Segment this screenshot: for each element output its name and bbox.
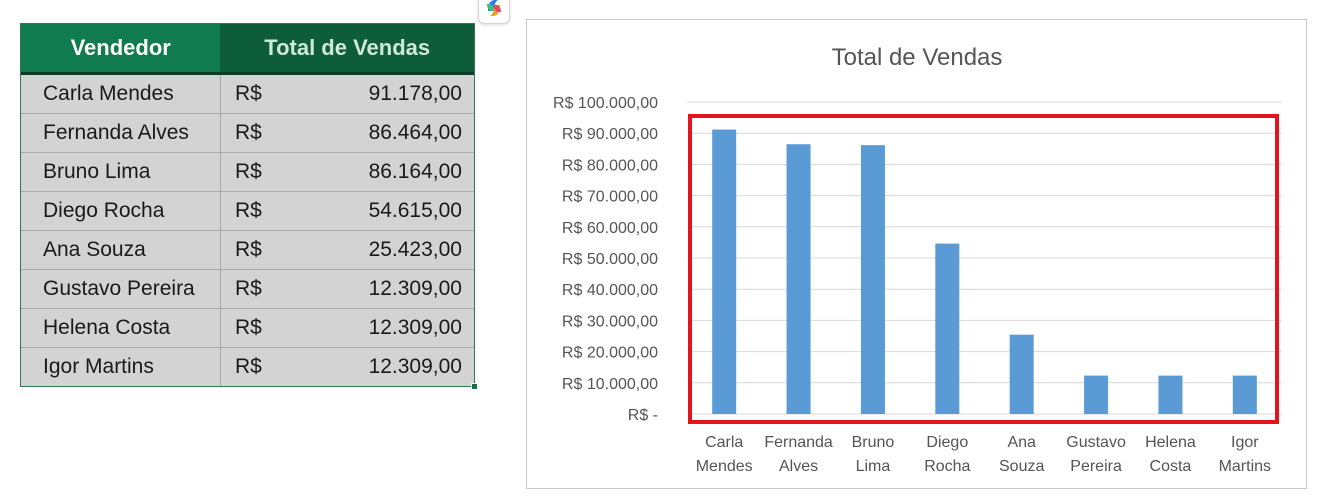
table-row: Gustavo Pereira R$ 12.309,00: [21, 269, 474, 309]
x-category-label: Souza: [999, 458, 1044, 475]
x-category-label: Carla: [705, 434, 743, 451]
sales-value: 54.615,00: [368, 199, 462, 222]
x-axis-category-labels: Carla Mendes Fernanda Alves Bruno Lima Diego Ro…: [696, 434, 1271, 475]
table-row: Bruno Lima R$ 86.164,00: [21, 152, 474, 192]
vendedor-cell[interactable]: Fernanda Alves: [21, 113, 221, 153]
y-tick-label: R$ 70.000,00: [562, 189, 658, 206]
y-tick-label: R$ 20.000,00: [562, 345, 658, 362]
y-tick-label: R$ -: [628, 407, 658, 424]
total-vendas-cell[interactable]: R$ 12.309,00: [220, 308, 474, 348]
x-category-label: Igor: [1231, 434, 1259, 451]
x-category-label: Bruno: [852, 434, 895, 451]
sales-value: 91.178,00: [368, 82, 462, 105]
total-vendas-cell[interactable]: R$ 12.309,00: [220, 347, 474, 386]
currency-symbol: R$: [234, 277, 262, 300]
x-category-label: Helena: [1145, 434, 1196, 451]
selection-fill-handle[interactable]: [471, 383, 478, 390]
y-tick-label: R$ 80.000,00: [562, 157, 658, 174]
currency-symbol: R$: [234, 238, 262, 261]
copilot-button[interactable]: [478, 0, 510, 24]
x-category-label: Lima: [856, 458, 891, 475]
x-category-label: Diego: [926, 434, 968, 451]
currency-symbol: R$: [234, 199, 262, 222]
currency-symbol: R$: [234, 160, 262, 183]
total-vendas-cell[interactable]: R$ 86.464,00: [220, 113, 474, 153]
total-vendas-cell[interactable]: R$ 25.423,00: [220, 230, 474, 270]
gridlines: [687, 101, 1282, 415]
y-tick-label: R$ 30.000,00: [562, 313, 658, 330]
x-category-label: Ana: [1007, 434, 1036, 451]
vendedor-cell[interactable]: Bruno Lima: [21, 152, 221, 192]
x-category-label: Gustavo: [1066, 434, 1126, 451]
header-vendedor[interactable]: Vendedor: [21, 24, 221, 75]
chart-title: Total de Vendas: [832, 44, 1003, 71]
bar-igor-martins[interactable]: [1232, 375, 1257, 414]
bar-chart[interactable]: Total de Vendas R$ - R$ 10.000,00 R$ 20.00…: [526, 19, 1307, 489]
vendedor-cell[interactable]: Igor Martins: [21, 347, 221, 386]
sales-value: 25.423,00: [368, 238, 462, 261]
header-total-de-vendas[interactable]: Total de Vendas: [220, 24, 474, 75]
currency-symbol: R$: [234, 121, 262, 144]
chart-canvas: Total de Vendas R$ - R$ 10.000,00 R$ 20.00…: [553, 44, 1282, 475]
total-vendas-cell[interactable]: R$ 54.615,00: [220, 191, 474, 231]
bars: [712, 129, 1257, 414]
sales-value: 12.309,00: [368, 355, 462, 378]
y-tick-label: R$ 40.000,00: [562, 282, 658, 299]
total-vendas-cell[interactable]: R$ 86.164,00: [220, 152, 474, 192]
x-category-label: Costa: [1150, 458, 1192, 475]
table-row: Carla Mendes R$ 91.178,00: [21, 73, 474, 114]
bar-helena-costa[interactable]: [1158, 375, 1183, 414]
currency-symbol: R$: [234, 316, 262, 339]
y-tick-label: R$ 90.000,00: [562, 126, 658, 143]
y-tick-label: R$ 60.000,00: [562, 220, 658, 237]
bar-carla-mendes[interactable]: [712, 129, 737, 414]
table-row: Diego Rocha R$ 54.615,00: [21, 191, 474, 231]
total-vendas-cell[interactable]: R$ 12.309,00: [220, 269, 474, 309]
sales-value: 86.164,00: [368, 160, 462, 183]
table-row: Ana Souza R$ 25.423,00: [21, 230, 474, 270]
y-axis-tick-labels: R$ - R$ 10.000,00 R$ 20.000,00 R$ 30.000,00…: [553, 95, 658, 424]
highlight-box: [688, 114, 1279, 424]
table-row: Helena Costa R$ 12.309,00: [21, 308, 474, 348]
sales-value: 86.464,00: [368, 121, 462, 144]
bar-ana-souza[interactable]: [1009, 334, 1034, 414]
table-row: Igor Martins R$ 12.309,00: [21, 347, 474, 386]
y-tick-label: R$ 50.000,00: [562, 251, 658, 268]
vendedor-cell[interactable]: Gustavo Pereira: [21, 269, 221, 309]
x-category-label: Alves: [779, 458, 818, 475]
bar-bruno-lima[interactable]: [860, 145, 885, 414]
sales-value: 12.309,00: [368, 316, 462, 339]
bar-fernanda-alves[interactable]: [786, 144, 811, 414]
bar-diego-rocha[interactable]: [935, 243, 960, 414]
vendedor-cell[interactable]: Helena Costa: [21, 308, 221, 348]
sales-value: 12.309,00: [368, 277, 462, 300]
total-vendas-cell[interactable]: R$ 91.178,00: [220, 73, 474, 114]
sales-table: Vendedor Total de Vendas Carla Mendes R$ 9…: [20, 23, 478, 390]
x-category-label: Martins: [1219, 458, 1271, 475]
x-category-label: Mendes: [696, 458, 753, 475]
table-row: Fernanda Alves R$ 86.464,00: [21, 113, 474, 153]
x-category-label: Fernanda: [764, 434, 833, 451]
x-category-label: Pereira: [1070, 458, 1122, 475]
vendedor-cell[interactable]: Carla Mendes: [21, 73, 221, 114]
y-tick-label: R$ 100.000,00: [553, 95, 658, 112]
x-category-label: Rocha: [924, 458, 970, 475]
bar-gustavo-pereira[interactable]: [1084, 375, 1109, 414]
table-header-row: Vendedor Total de Vendas: [21, 24, 474, 75]
vendedor-cell[interactable]: Ana Souza: [21, 230, 221, 270]
vendedor-cell[interactable]: Diego Rocha: [21, 191, 221, 231]
copilot-icon: [487, 0, 501, 16]
currency-symbol: R$: [234, 355, 262, 378]
y-tick-label: R$ 10.000,00: [562, 376, 658, 393]
currency-symbol: R$: [234, 82, 262, 105]
